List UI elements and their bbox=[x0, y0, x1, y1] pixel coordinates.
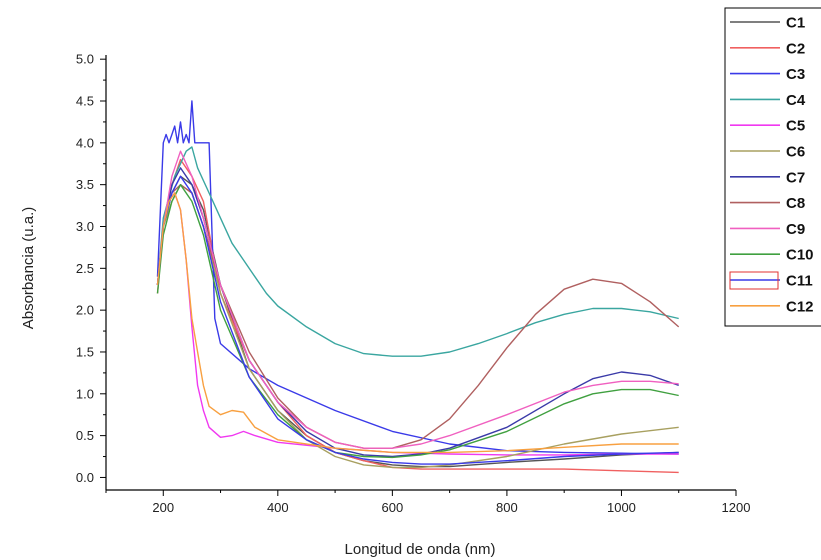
x-axis-label: Longitud de onda (nm) bbox=[345, 541, 496, 558]
series-line-c4 bbox=[156, 146, 679, 357]
legend-label-c1: C1 bbox=[786, 15, 805, 32]
x-tick-label: 200 bbox=[152, 500, 174, 515]
y-tick-label: 3.5 bbox=[76, 177, 94, 192]
series-line-c12 bbox=[156, 192, 679, 454]
legend-label-c11: C11 bbox=[786, 273, 813, 290]
x-tick-label: 600 bbox=[382, 500, 404, 515]
y-tick-label: 1.5 bbox=[76, 344, 94, 359]
y-tick-label: 0.5 bbox=[76, 428, 94, 443]
series-line-c9 bbox=[156, 150, 679, 449]
legend-label-c2: C2 bbox=[786, 40, 805, 57]
x-tick-label: 1000 bbox=[607, 500, 636, 515]
y-tick-label: 2.0 bbox=[76, 303, 94, 318]
y-tick-label: 0.0 bbox=[76, 470, 94, 485]
x-tick-label: 800 bbox=[496, 500, 518, 515]
legend: C1 C2 C3 C4 C5 C6 C7 C8 C9 C10 C11 C12 bbox=[724, 7, 821, 327]
legend-frame bbox=[724, 7, 821, 327]
series-line-c8 bbox=[156, 183, 680, 449]
series-line-c3 bbox=[156, 100, 679, 455]
legend-label-c7: C7 bbox=[786, 169, 805, 186]
legend-label-c6: C6 bbox=[786, 144, 805, 161]
series-line-c2 bbox=[156, 158, 679, 474]
y-tick-label: 5.0 bbox=[76, 52, 94, 67]
legend-label-c10: C10 bbox=[786, 247, 814, 264]
x-tick-label: 400 bbox=[267, 500, 289, 515]
series-line-c7 bbox=[156, 167, 679, 458]
y-axis-label: Absorbancia (u.a.) bbox=[20, 207, 37, 330]
y-tick-label: 3.0 bbox=[76, 219, 94, 234]
y-ticks: 0.0 0.5 1.0 1.5 2.0 2.5 3.0 3.5 4.0 4.5 5.0 bbox=[76, 52, 106, 485]
legend-highlight-box bbox=[729, 271, 779, 290]
legend-label-c5: C5 bbox=[786, 118, 805, 135]
series-layer bbox=[156, 100, 680, 474]
y-tick-label: 4.0 bbox=[76, 135, 94, 150]
legend-label-c4: C4 bbox=[786, 92, 806, 109]
legend-label-c12: C12 bbox=[786, 298, 814, 315]
series-line-c11 bbox=[156, 175, 679, 465]
legend-label-c9: C9 bbox=[786, 221, 805, 238]
y-tick-label: 1.0 bbox=[76, 386, 94, 401]
y-tick-label: 4.5 bbox=[76, 94, 94, 109]
legend-label-c3: C3 bbox=[786, 66, 805, 83]
x-ticks: 200 400 600 800 1000 1200 bbox=[105, 490, 751, 515]
x-tick-label: 1200 bbox=[722, 500, 751, 515]
y-tick-label: 2.5 bbox=[76, 261, 94, 276]
legend-label-c8: C8 bbox=[786, 195, 805, 212]
